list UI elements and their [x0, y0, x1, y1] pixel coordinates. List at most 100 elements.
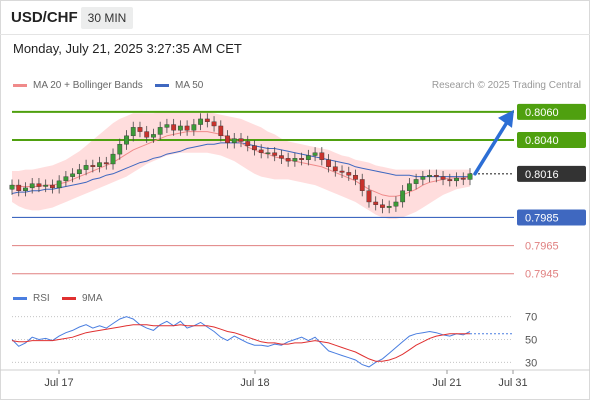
price-level-label-3: 0.7985	[525, 212, 559, 224]
candle-body	[258, 149, 264, 153]
candle-body	[23, 187, 28, 191]
rsi-tick-label-50: 50	[525, 335, 537, 347]
candle-body	[353, 175, 358, 180]
candle-body	[393, 201, 399, 207]
candle-body	[386, 205, 392, 208]
research-credit: Research © 2025 Trading Central	[431, 80, 581, 91]
candle-body	[326, 159, 331, 167]
forecast-arrow-shaft	[473, 122, 508, 176]
legend-label-ma50: MA 50	[175, 80, 204, 91]
legend-swatch-ma50	[155, 83, 169, 87]
candle-body	[204, 118, 210, 122]
candle-body	[110, 153, 116, 165]
legend-ma20: MA 20 + Bollinger Bands	[13, 80, 143, 91]
candle-body	[43, 184, 49, 187]
candle-body	[63, 176, 69, 182]
candle-body	[76, 169, 82, 175]
price-level-badge-2	[517, 165, 586, 182]
candle-body	[56, 180, 62, 189]
x-tick-label-3: Jul 31	[498, 377, 527, 389]
price-level-badge-1	[517, 132, 586, 149]
legend-swatch-9ma	[62, 296, 76, 300]
price-level-badge-3	[517, 209, 586, 226]
candle-body	[272, 152, 278, 156]
candle-body	[50, 184, 55, 189]
candle-body	[292, 158, 298, 162]
candle-body	[130, 127, 136, 137]
candle-body	[124, 135, 129, 145]
candle-body	[366, 190, 372, 203]
candle-body	[447, 179, 453, 182]
candle-body	[238, 138, 244, 142]
candle-body	[427, 175, 432, 177]
candle-body	[157, 127, 163, 135]
candle-body	[252, 145, 257, 151]
rsi-tick-label-30: 30	[525, 357, 537, 369]
candle-body	[171, 124, 177, 131]
candle-body	[117, 144, 123, 155]
datetime-label: Monday, July 21, 2025 3:27:35 AM CET	[13, 41, 242, 56]
candle-body	[279, 155, 284, 159]
candle-body	[433, 175, 439, 177]
candle-body	[137, 127, 143, 132]
legend-swatch-ma20	[13, 83, 27, 87]
candle-body	[413, 179, 419, 184]
candle-body	[198, 118, 203, 125]
candle-body	[97, 162, 102, 167]
candle-body	[346, 172, 352, 176]
header-bar: USD/CHF 30 MIN	[0, 0, 590, 35]
candle-body	[29, 183, 35, 189]
candle-body	[218, 125, 224, 137]
candle-body	[312, 152, 318, 156]
candle-body	[164, 124, 170, 128]
price-level-label-4: 0.7965	[525, 241, 559, 253]
legend-9ma: 9MA	[62, 293, 103, 304]
legend-rsi: RSI	[13, 293, 50, 304]
candle-body	[225, 135, 230, 144]
candle-body	[373, 201, 379, 205]
price-level-label-5: 0.7945	[525, 269, 559, 281]
price-level-badge-0	[517, 103, 586, 120]
candle-body	[265, 152, 271, 154]
candle-body	[319, 152, 325, 160]
candle-body	[245, 141, 251, 146]
rsi-tick-label-70: 70	[525, 312, 537, 324]
price-level-label-0: 0.8060	[525, 107, 559, 119]
candle-body	[191, 124, 197, 131]
candle-body	[83, 165, 89, 170]
candle-body	[211, 121, 217, 127]
candle-body	[231, 138, 237, 144]
candle-body	[406, 183, 412, 191]
candle-body	[184, 125, 190, 131]
candle-body	[299, 158, 305, 160]
price-level-label-2: 0.8016	[525, 169, 559, 181]
candle-body	[70, 173, 76, 177]
candle-body	[16, 184, 22, 191]
candle-body	[305, 155, 311, 160]
candle-body	[151, 134, 156, 138]
candle-body	[460, 177, 466, 180]
candle-body	[467, 173, 473, 180]
legend-label-9ma: 9MA	[82, 293, 103, 304]
candle-body	[285, 158, 291, 162]
x-tick-label-1: Jul 18	[240, 377, 269, 389]
candle-body	[359, 179, 365, 191]
candle-body	[420, 176, 426, 180]
rsi-line	[11, 316, 471, 368]
candle-body	[144, 131, 150, 138]
candle-body	[339, 170, 345, 173]
candle-body	[380, 204, 385, 208]
forecast-arrow-head	[498, 109, 514, 128]
price-level-label-1: 0.8040	[525, 135, 559, 147]
timeframe-badge[interactable]: 30 MIN	[81, 7, 133, 29]
legend-label-rsi: RSI	[33, 293, 50, 304]
legend-swatch-rsi	[13, 296, 27, 300]
candle-body	[103, 162, 109, 165]
legend-label-ma20: MA 20 + Bollinger Bands	[33, 80, 143, 91]
x-tick-label-0: Jul 17	[44, 377, 73, 389]
legend-ma50: MA 50	[155, 80, 203, 91]
candle-body	[400, 190, 406, 203]
bollinger-band	[12, 111, 470, 219]
candle-body	[440, 176, 446, 180]
